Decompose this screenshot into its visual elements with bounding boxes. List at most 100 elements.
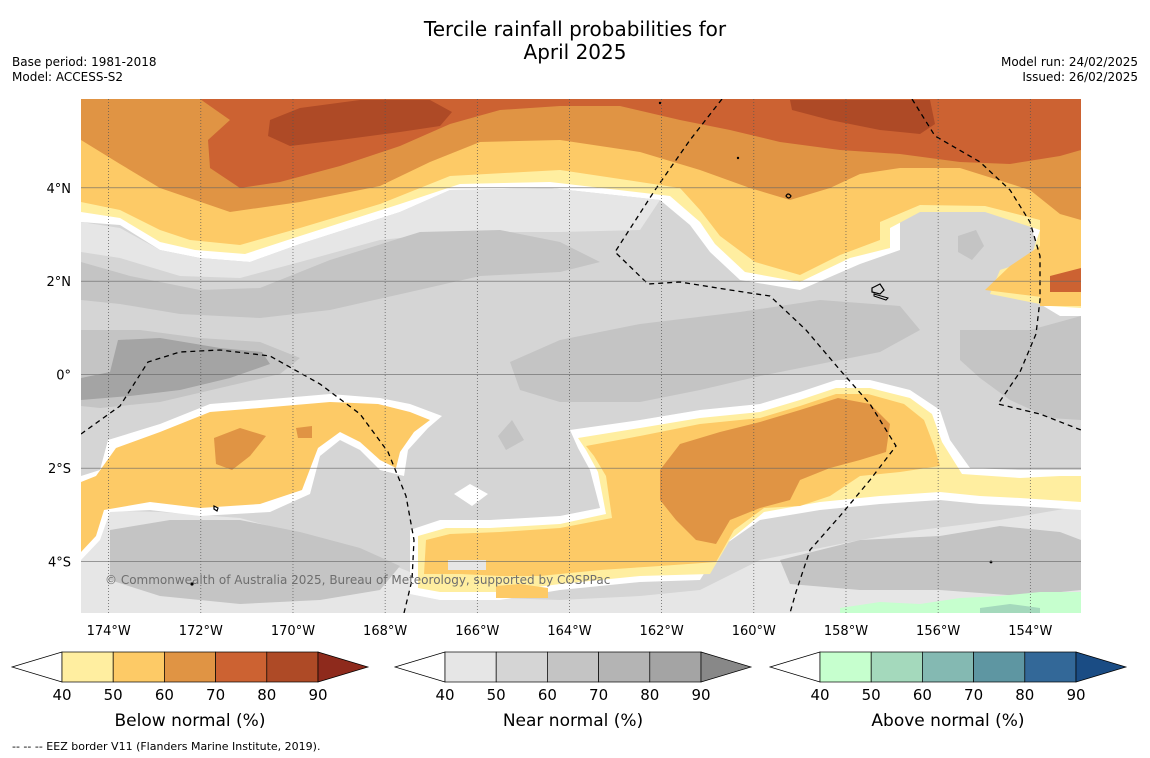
- lon-tick-label: 164°W: [547, 624, 591, 639]
- colorbar-tick-label: 50: [487, 686, 506, 704]
- lat-tick-label: 4°N: [47, 182, 72, 197]
- colorbar-tick-label: 40: [810, 686, 829, 704]
- colorbar-segment: [598, 651, 651, 683]
- title-line-1: Tercile rainfall probabilities for: [423, 17, 727, 41]
- island-3: [873, 293, 889, 301]
- colorbar-over-triangle: [700, 651, 753, 683]
- colorbar-tick-label: 70: [206, 686, 225, 704]
- island-7: [658, 101, 662, 105]
- colorbar-2: 40 50 60 70 80 90 Near normal (%): [393, 651, 753, 731]
- north-brown: [268, 100, 452, 146]
- north-brown-east: [790, 100, 935, 134]
- issued-date: Issued: 26/02/2025: [1022, 70, 1138, 84]
- colorbar-tick-label: 50: [104, 686, 123, 704]
- colorbar-tick-label: 60: [538, 686, 557, 704]
- colorbar-tick-label: 70: [964, 686, 983, 704]
- lat-tick-label: 4°S: [48, 556, 71, 571]
- eez-border-kiribati-line: [614, 99, 897, 613]
- island-5: [190, 582, 194, 586]
- near-southeast-60: [780, 526, 1081, 596]
- above-normal-patch-60: [980, 604, 1040, 613]
- sw-orange-small: [296, 426, 312, 438]
- near-band-light: [81, 188, 660, 278]
- colorbar-under-triangle: [10, 651, 63, 683]
- eez-border-west: [81, 349, 415, 613]
- colorbar-tick-label: 50: [862, 686, 881, 704]
- colorbar-segment: [870, 651, 923, 683]
- near-east-spot: [958, 230, 984, 260]
- eez-legend-note: -- -- -- EEZ border V11 (Flanders Marine…: [12, 740, 321, 753]
- colorbar-segment: [112, 651, 165, 683]
- colorbar-tick-label: 40: [52, 686, 71, 704]
- colorbar-title: Below normal (%): [115, 711, 266, 731]
- island-4: [213, 505, 219, 512]
- near-core-60: [81, 230, 600, 318]
- near-70-west: [81, 338, 270, 400]
- sc-orange: [660, 398, 890, 544]
- colorbar-tick-label: 80: [1015, 686, 1034, 704]
- colorbar-3: 40 50 60 70 80 90 Above normal (%): [768, 651, 1128, 731]
- lon-tick-label: 154°W: [1008, 624, 1052, 639]
- near-east-60: [960, 316, 1081, 420]
- title-line-2: April 2025: [523, 40, 627, 64]
- near-south-60: [110, 520, 400, 604]
- colorbar-over-triangle: [1075, 651, 1128, 683]
- meta-right: Model run: 24/02/2025 Issued: 26/02/2025: [1001, 55, 1138, 85]
- lon-tick-label: 168°W: [363, 624, 407, 639]
- base-period: Base period: 1981-2018: [12, 55, 157, 69]
- south-gray-pocket: [448, 560, 486, 570]
- island-1: [785, 193, 792, 199]
- latitude-labels: 4°N 2°N 0° 2°S 4°S: [47, 182, 72, 571]
- northeast-orange-strip: [1050, 268, 1081, 292]
- lon-tick-label: 158°W: [824, 624, 868, 639]
- south-white-pocket: [454, 484, 488, 506]
- lat-tick-label: 2°N: [47, 275, 72, 290]
- colorbar-tick-label: 40: [435, 686, 454, 704]
- colorbar-segment: [819, 651, 872, 683]
- colorbar-tick-label: 60: [913, 686, 932, 704]
- lat-tick-label: 2°S: [48, 462, 71, 477]
- colorbar-segment: [164, 651, 216, 683]
- lon-tick-label: 174°W: [87, 624, 131, 639]
- map-title: Tercile rainfall probabilities for April…: [0, 18, 1150, 64]
- colorbar-tick-label: 70: [589, 686, 608, 704]
- copyright-note: © Commonwealth of Australia 2025, Bureau…: [105, 573, 610, 587]
- lon-tick-label: 166°W: [455, 624, 499, 639]
- sw-orange: [214, 428, 266, 470]
- colorbar-tick-label: 90: [691, 686, 710, 704]
- lon-tick-label: 172°W: [179, 624, 223, 639]
- colorbar-segment: [444, 651, 497, 683]
- lon-tick-label: 170°W: [271, 624, 315, 639]
- sc-orange-south: [496, 584, 548, 598]
- colorbar-segment: [61, 651, 114, 683]
- lon-tick-label: 160°W: [732, 624, 776, 639]
- colorbar-under-triangle: [393, 651, 446, 683]
- meta-left: Base period: 1981-2018 Model: ACCESS-S2: [12, 55, 157, 85]
- colorbar-segment: [1024, 651, 1077, 683]
- colorbar-tick-label: 60: [155, 686, 174, 704]
- near-center-60: [510, 300, 920, 402]
- probability-field: [81, 99, 1081, 613]
- colorbar-segment: [649, 651, 702, 683]
- colorbar-title: Above normal (%): [871, 711, 1024, 731]
- near-equator-small: [498, 420, 524, 450]
- colorbar-over-triangle: [317, 651, 370, 683]
- colorbar-tick-label: 80: [257, 686, 276, 704]
- colorbar-1: 40 50 60 70 80 90 Below normal (%): [10, 651, 370, 731]
- map-figure: 174°W 172°W 170°W 168°W 166°W 164°W 162°W 160°W…: [10, 99, 1128, 731]
- colorbar-segment: [973, 651, 1026, 683]
- gridlines: [81, 99, 1081, 613]
- model-run: Model run: 24/02/2025: [1000, 55, 1138, 69]
- lon-tick-label: 156°W: [916, 624, 960, 639]
- colorbars: 40 50 60 70 80 90 Below normal (%) 40 50 60 70 80 90…: [10, 651, 1128, 731]
- lat-tick-label: 0°: [56, 369, 71, 384]
- colorbar-tick-label: 80: [640, 686, 659, 704]
- longitude-labels: 174°W 172°W 170°W 168°W 166°W 164°W 162°W 160°W…: [87, 624, 1053, 639]
- colorbar-segment: [495, 651, 548, 683]
- island-8: [989, 560, 993, 564]
- colorbar-segment: [922, 651, 974, 683]
- model-name: Model: ACCESS-S2: [12, 70, 124, 84]
- colorbar-tick-label: 90: [308, 686, 327, 704]
- colorbar-segment: [547, 651, 599, 683]
- colorbar-title: Near normal (%): [503, 711, 643, 731]
